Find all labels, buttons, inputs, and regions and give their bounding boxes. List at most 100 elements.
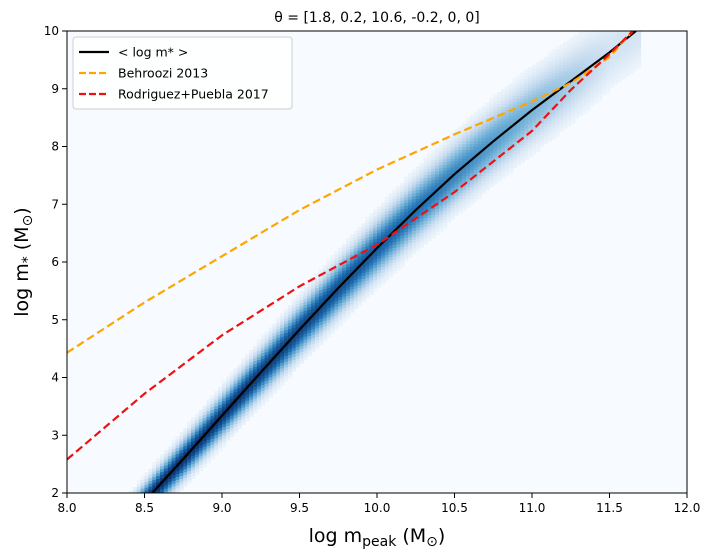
heatmap-cell bbox=[559, 73, 564, 77]
heatmap-cell bbox=[349, 274, 355, 278]
heatmap-cell bbox=[342, 301, 347, 306]
heatmap-cell bbox=[249, 390, 254, 394]
heatmap-cell bbox=[504, 121, 510, 125]
heatmap-cell bbox=[373, 276, 378, 280]
heatmap-cell bbox=[318, 332, 324, 337]
heatmap-cell bbox=[264, 366, 270, 370]
heatmap-cell bbox=[547, 51, 552, 56]
heatmap-cell bbox=[497, 161, 502, 165]
y-tick-label: 9 bbox=[51, 82, 59, 96]
heatmap-cell bbox=[520, 110, 525, 114]
heatmap-cell bbox=[361, 255, 366, 259]
heatmap-cell bbox=[590, 38, 595, 43]
heatmap-cell bbox=[423, 168, 428, 173]
heatmap-cell bbox=[241, 412, 246, 417]
heatmap-cell bbox=[543, 60, 549, 64]
heatmap-cell bbox=[334, 257, 339, 261]
heatmap-cell bbox=[516, 84, 521, 88]
heatmap-cell bbox=[559, 58, 564, 63]
heatmap-cell bbox=[566, 94, 572, 98]
heatmap-cell bbox=[613, 64, 618, 68]
heatmap-cell bbox=[307, 283, 312, 287]
heatmap-cell bbox=[114, 521, 119, 525]
heatmap-cell bbox=[442, 152, 448, 157]
heatmap-cell bbox=[369, 282, 374, 286]
heatmap-cell bbox=[578, 106, 583, 111]
heatmap-cell bbox=[439, 164, 444, 169]
heatmap-cell bbox=[295, 349, 301, 353]
heatmap-cell bbox=[346, 292, 351, 296]
heatmap-cell bbox=[284, 346, 289, 351]
heatmap-cell bbox=[361, 275, 366, 279]
heatmap-cell bbox=[167, 484, 173, 488]
heatmap-cell bbox=[346, 257, 351, 262]
heatmap-cell bbox=[582, 95, 587, 100]
heatmap-cell bbox=[419, 209, 425, 213]
heatmap-cell bbox=[408, 254, 413, 258]
heatmap-cell bbox=[466, 146, 471, 150]
heatmap-cell bbox=[477, 189, 483, 194]
heatmap-cell bbox=[264, 343, 270, 347]
heatmap-cell bbox=[330, 255, 335, 259]
heatmap-cell bbox=[225, 382, 231, 386]
heatmap-cell bbox=[256, 399, 262, 404]
heatmap-cell bbox=[466, 140, 471, 145]
heatmap-cell bbox=[485, 186, 490, 191]
heatmap-cell bbox=[338, 319, 343, 324]
heatmap-cell bbox=[342, 287, 347, 291]
heatmap-cell bbox=[427, 182, 432, 187]
heatmap-cell bbox=[222, 429, 227, 433]
heatmap-cell bbox=[466, 169, 471, 173]
heatmap-cell bbox=[145, 519, 150, 523]
heatmap-cell bbox=[423, 220, 428, 225]
heatmap-cell bbox=[326, 273, 332, 277]
heatmap-cell bbox=[218, 433, 223, 437]
heatmap-cell bbox=[563, 64, 568, 69]
heatmap-cell bbox=[404, 208, 409, 212]
heatmap-cell bbox=[311, 308, 316, 312]
heatmap-cell bbox=[628, 53, 634, 57]
heatmap-cell bbox=[423, 232, 428, 236]
heatmap-cell bbox=[473, 166, 479, 171]
heatmap-cell bbox=[218, 436, 223, 440]
heatmap-cell bbox=[400, 211, 405, 216]
heatmap-cell bbox=[396, 200, 401, 205]
heatmap-cell bbox=[365, 242, 370, 247]
heatmap-cell bbox=[609, 69, 614, 74]
heatmap-cell bbox=[477, 192, 483, 197]
heatmap-cell bbox=[400, 255, 405, 259]
heatmap-cell bbox=[171, 465, 177, 470]
heatmap-cell bbox=[163, 467, 169, 472]
heatmap-cell bbox=[369, 242, 374, 246]
heatmap-cell bbox=[392, 238, 397, 243]
heatmap-cell bbox=[435, 182, 440, 186]
heatmap-cell bbox=[129, 528, 134, 532]
heatmap-cell bbox=[605, 83, 611, 88]
heatmap-cell bbox=[287, 308, 293, 312]
heatmap-cell bbox=[241, 366, 246, 370]
heatmap-cell bbox=[295, 309, 301, 313]
heatmap-cell bbox=[539, 134, 545, 139]
heatmap-cell bbox=[191, 426, 196, 430]
heatmap-cell bbox=[353, 262, 359, 266]
heatmap-cell bbox=[152, 485, 157, 489]
heatmap-cell bbox=[299, 337, 304, 341]
heatmap-cell bbox=[357, 250, 363, 254]
heatmap-cell bbox=[633, 19, 638, 23]
heatmap-cell bbox=[442, 176, 448, 180]
heatmap-cell bbox=[268, 333, 273, 337]
heatmap-cell bbox=[404, 225, 409, 230]
heatmap-cell bbox=[497, 172, 502, 177]
heatmap-cell bbox=[528, 81, 533, 86]
heatmap-cell bbox=[601, 40, 607, 44]
heatmap-cell bbox=[210, 432, 215, 436]
heatmap-cell bbox=[532, 64, 537, 69]
heatmap-cell bbox=[338, 259, 343, 263]
heatmap-cell bbox=[125, 532, 130, 536]
heatmap-cell bbox=[384, 257, 390, 261]
heatmap-cell bbox=[179, 452, 184, 456]
heatmap-cell bbox=[563, 59, 568, 63]
heatmap-cell bbox=[256, 385, 262, 389]
heatmap-cell bbox=[365, 245, 370, 250]
heatmap-cell bbox=[419, 215, 425, 219]
